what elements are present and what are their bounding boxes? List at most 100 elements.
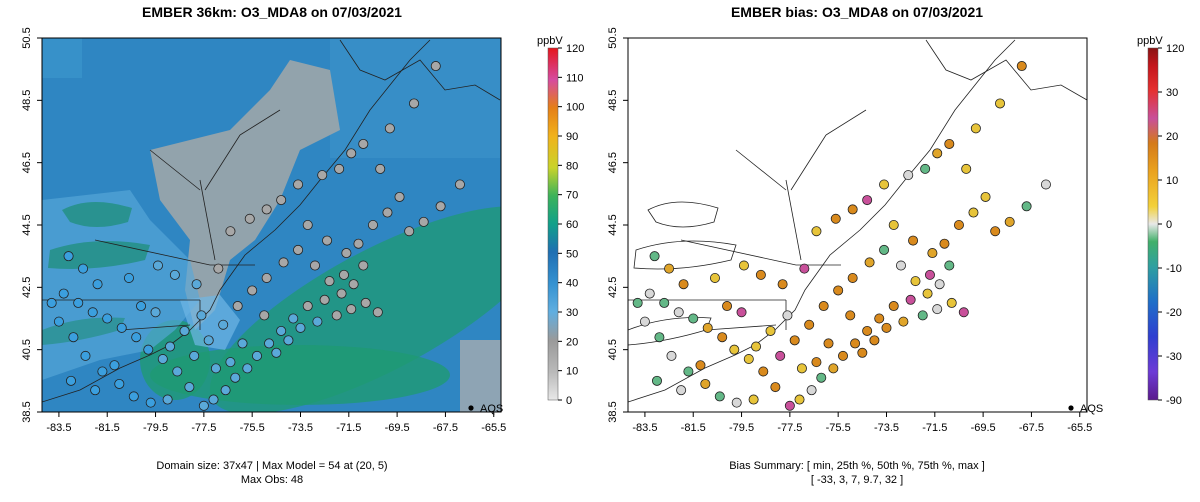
aqs-site-marker	[322, 235, 333, 246]
aqs-site-bias-marker	[717, 332, 728, 343]
right-legend: AQS	[1068, 403, 1103, 415]
right-colorbar-label: ppbV	[1137, 35, 1163, 47]
right-canada-shore	[925, 39, 1087, 101]
y-tick-label: 40.5	[21, 339, 33, 360]
aqs-site-bias-marker	[910, 276, 921, 287]
left-map-panel: -83.5 -81.5 -79.5 -77.5 -75.5 -73.5 -71.5 -69.5…	[21, 27, 506, 434]
left-model-field-cell	[330, 38, 500, 158]
aqs-site-bias-marker	[794, 394, 805, 405]
aqs-site-marker	[293, 244, 304, 255]
aqs-site-marker	[302, 301, 313, 312]
x-tick-label: -73.5	[874, 422, 899, 434]
right-caption-line2: [ -33, 3, 7, 9.7, 32 ]	[811, 474, 903, 486]
aqs-site-marker	[283, 335, 294, 346]
aqs-site-bias-marker	[811, 357, 822, 368]
left-chart-title: EMBER 36km: O3_MDA8 on 07/03/2021	[142, 4, 402, 20]
aqs-site-bias-marker	[850, 338, 861, 349]
aqs-site-marker	[136, 301, 147, 312]
aqs-site-marker	[247, 285, 258, 296]
right-legend-label: AQS	[1080, 403, 1103, 415]
aqs-site-marker	[145, 397, 156, 408]
aqs-site-marker	[276, 195, 287, 206]
colorbar-tick-label: 120	[566, 43, 584, 55]
colorbar-tick-label: 30	[1166, 87, 1178, 99]
aqs-site-bias-marker	[944, 260, 955, 271]
aqs-site-marker	[123, 272, 134, 283]
x-tick-label: -81.5	[95, 422, 120, 434]
aqs-site-marker	[360, 297, 371, 308]
aqs-site-bias-marker	[632, 297, 643, 308]
aqs-site-bias-marker	[743, 354, 754, 365]
aqs-site-marker	[90, 385, 101, 396]
aqs-site-marker	[278, 257, 289, 268]
aqs-site-marker	[271, 347, 282, 358]
aqs-site-bias-marker	[731, 397, 742, 408]
aqs-site-bias-marker	[828, 363, 839, 374]
y-tick-label: 38.5	[607, 401, 619, 422]
aqs-site-marker	[293, 179, 304, 190]
colorbar-tick-label: -10	[1166, 263, 1182, 275]
aqs-site-marker	[261, 204, 272, 215]
aqs-site-marker	[191, 279, 202, 290]
aqs-site-bias-marker	[644, 288, 655, 299]
colorbar-tick-label: -90	[1166, 395, 1182, 407]
aqs-site-marker	[198, 400, 209, 411]
aqs-site-bias-marker	[838, 350, 849, 361]
aqs-site-bias-marker	[857, 347, 868, 358]
left-lake-superior	[62, 201, 132, 227]
aqs-site-bias-marker	[673, 307, 684, 318]
left-colorbar: ppbV 0 10 20 30 40 50 60 70 80 90 100 110 120	[537, 35, 584, 407]
aqs-site-bias-marker	[932, 304, 943, 315]
aqs-site-marker	[430, 61, 441, 72]
aqs-site-marker	[58, 288, 69, 299]
aqs-site-marker	[218, 319, 229, 330]
aqs-site-marker	[252, 350, 263, 361]
aqs-site-marker	[53, 316, 64, 327]
aqs-site-bias-marker	[922, 288, 933, 299]
right-caption-line1: Bias Summary: [ min, 25th %, 50th %, 75t…	[729, 460, 985, 472]
aqs-site-marker	[338, 269, 349, 280]
right-lake-superior	[647, 201, 719, 228]
aqs-site-marker	[302, 219, 313, 230]
colorbar-tick-label: 10	[1166, 175, 1178, 187]
aqs-site-marker	[78, 263, 89, 274]
aqs-site-bias-marker	[782, 310, 793, 321]
aqs-site-bias-marker	[666, 350, 677, 361]
aqs-site-bias-marker	[862, 325, 873, 336]
aqs-site-marker	[128, 391, 139, 402]
y-tick-label: 42.5	[21, 277, 33, 298]
colorbar-tick-label: 0	[1166, 219, 1172, 231]
aqs-site-marker	[208, 394, 219, 405]
aqs-site-marker	[336, 288, 347, 299]
aqs-site-bias-marker	[917, 310, 928, 321]
aqs-site-marker	[346, 148, 357, 159]
aqs-site-marker	[92, 279, 103, 290]
right-plot-background	[628, 38, 1087, 412]
x-tick-label: -77.5	[777, 422, 802, 434]
aqs-site-bias-marker	[961, 163, 972, 174]
aqs-site-bias-marker	[833, 285, 844, 296]
y-tick-label: 40.5	[607, 339, 619, 360]
left-lake-ontario	[48, 241, 150, 269]
colorbar-tick-label: -20	[1166, 307, 1182, 319]
aqs-site-bias-marker	[944, 138, 955, 149]
aqs-site-bias-marker	[888, 301, 899, 312]
aqs-site-marker	[169, 269, 180, 280]
aqs-site-marker	[152, 260, 163, 271]
aqs-site-bias-marker	[953, 219, 964, 230]
y-tick-label: 44.5	[21, 214, 33, 235]
aqs-site-marker	[334, 163, 345, 174]
aqs-site-bias-marker	[683, 366, 694, 377]
aqs-site-marker	[353, 238, 364, 249]
x-tick-label: -79.5	[143, 422, 168, 434]
aqs-site-marker	[348, 279, 359, 290]
aqs-site-bias-marker	[903, 170, 914, 181]
aqs-site-marker	[418, 216, 429, 227]
aqs-site-bias-marker	[651, 375, 662, 386]
left-coastline	[42, 39, 431, 403]
y-tick-label: 44.5	[607, 214, 619, 235]
aqs-site-bias-marker	[862, 195, 873, 206]
aqs-site-marker	[87, 307, 98, 318]
colorbar-tick-label: 80	[566, 160, 578, 172]
